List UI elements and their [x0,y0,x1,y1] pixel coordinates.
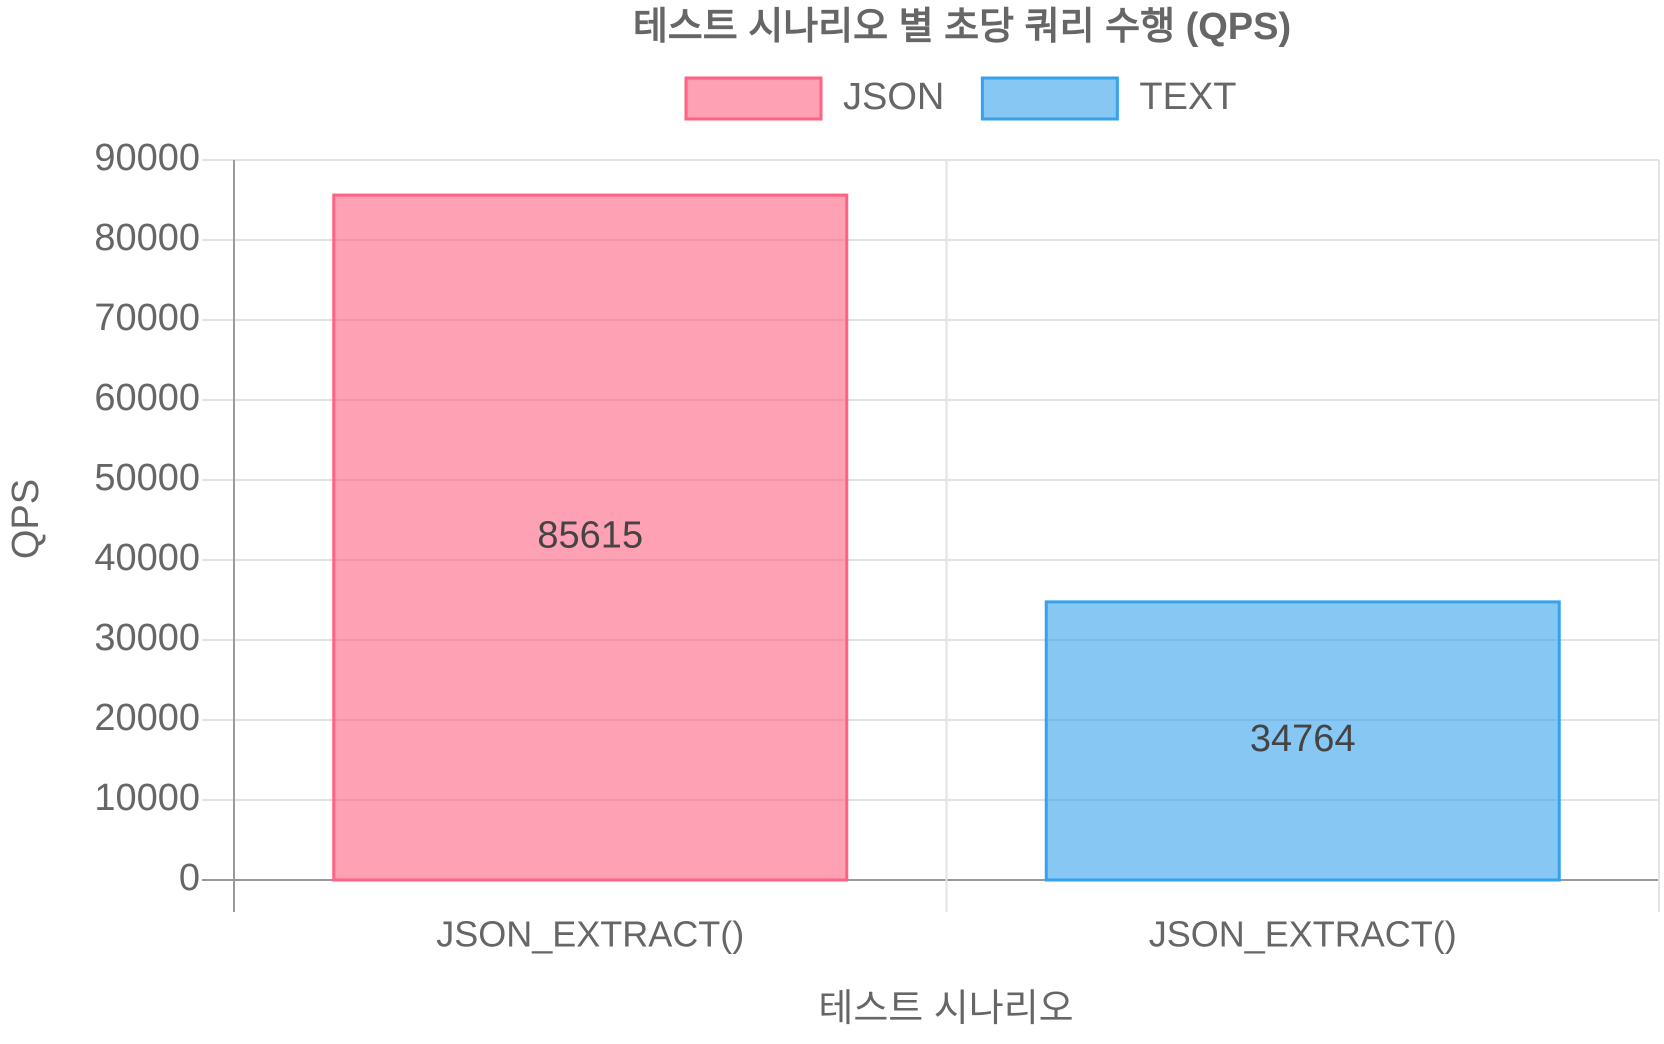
y-tick-label: 40000 [94,537,200,579]
bar [332,193,849,882]
x-tick-label: JSON_EXTRACT() [436,914,744,955]
y-tick-label: 90000 [94,137,200,179]
data-label: 85615 [537,515,643,557]
y-tick-label: 30000 [94,617,200,659]
y-tick-label: 50000 [94,457,200,499]
y-tick-label: 60000 [94,377,200,419]
legend-label: JSON [843,76,944,118]
y-tick-label: 20000 [94,697,200,739]
x-axis-title: 테스트 시나리오 [818,988,1073,1030]
legend-swatch [980,76,1119,121]
y-tick-label: 10000 [94,777,200,819]
y-tick-label: 80000 [94,217,200,259]
legend-swatch [684,76,823,121]
x-tick-label: JSON_EXTRACT() [1149,914,1457,955]
y-tick-label: 70000 [94,297,200,339]
y-tick-label: 0 [179,857,200,899]
y-axis-title: QPS [5,479,47,559]
chart-title: 테스트 시나리오 별 초당 쿼리 수행 (QPS) [633,6,1291,48]
legend-label: TEXT [1139,76,1236,118]
bar [1044,600,1561,882]
data-label: 34764 [1250,718,1356,760]
